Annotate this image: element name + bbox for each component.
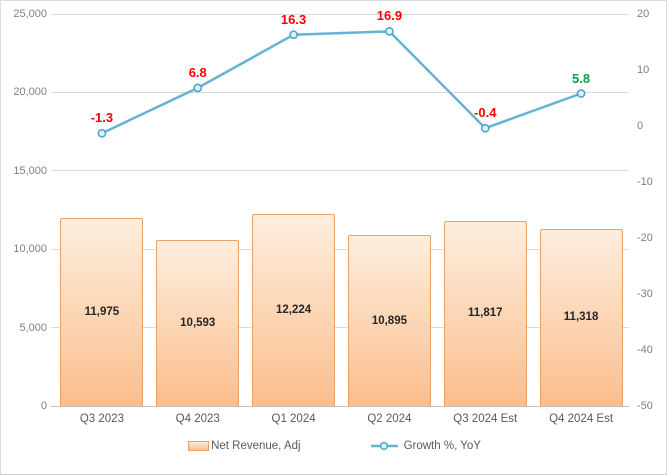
gridline [51,170,629,172]
right-axis-tick: -30 [637,288,653,300]
right-axis-tick: -40 [637,344,653,356]
growth-line [101,30,582,135]
bar-value-label: 10,593 [180,316,216,329]
left-axis-tick: 15,000 [13,164,47,177]
legend-item-net-revenue: Net Revenue, Adj [188,440,301,452]
gridline [51,327,629,329]
bar-value-label: 10,895 [371,314,407,327]
category-label-q4-2023: Q4 2023 [175,413,220,425]
left-axis-tick: 5,000 [19,321,47,334]
legend-item-growth: Growth %, YoY [370,440,481,452]
right-axis-tick: 10 [637,64,650,76]
right-axis-tick: 0 [637,120,644,132]
legend: Net Revenue, Adj Growth %, YoY [1,437,666,455]
left-axis-tick: 25,000 [13,8,47,20]
x-axis-line [51,405,629,407]
line-marker [289,30,298,40]
bar-value-label: 11,975 [84,306,120,319]
bar-value-label: 11,817 [467,307,503,320]
line-marker [480,123,490,133]
bar-value-label: 11,318 [563,311,599,324]
left-axis-tick: 20,000 [13,86,47,99]
category-label-q4-2024-est: Q4 2024 Est [549,413,614,425]
growth-value-label: 16.9 [376,8,403,24]
bar-q3-2024-est [443,220,527,406]
line-marker [385,26,394,36]
left-axis-tick: 10,000 [13,243,47,256]
line-marker-icon [370,441,398,451]
gridline [51,13,629,15]
left-axis-tick: 0 [40,400,47,412]
line-marker [97,128,107,138]
right-axis-tick: 20 [637,8,650,20]
gridline [51,91,629,93]
growth-value-label: 5.8 [572,70,591,86]
bar-q1-2024 [252,214,336,406]
category-label-q3-2024-est: Q3 2024 Est [453,413,518,425]
bar-q3-2023 [60,218,144,406]
legend-label-growth: Growth %, YoY [403,440,481,452]
bar-q2-2024 [347,235,431,406]
right-axis-tick: -50 [637,400,653,412]
bar-value-label: 12,224 [275,304,312,317]
growth-value-label: 6.8 [188,64,207,80]
line-marker [576,89,586,98]
right-axis-tick: -20 [637,232,653,244]
gridline [51,248,629,250]
bar-q4-2024-est [539,228,623,406]
line-marker [193,83,203,93]
growth-value-label: 16.3 [280,11,307,27]
category-label-q3-2023: Q3 2023 [79,413,124,425]
right-axis-tick: -10 [637,176,653,188]
bar-q4-2023 [156,239,240,406]
category-label-q2-2024: Q2 2024 [367,413,412,425]
category-label-q1-2024: Q1 2024 [271,413,316,425]
legend-label-net-revenue: Net Revenue, Adj [211,440,301,452]
bar-swatch-icon [188,441,210,451]
growth-value-label: -1.3 [90,110,114,126]
growth-value-label: -0.4 [474,105,497,121]
